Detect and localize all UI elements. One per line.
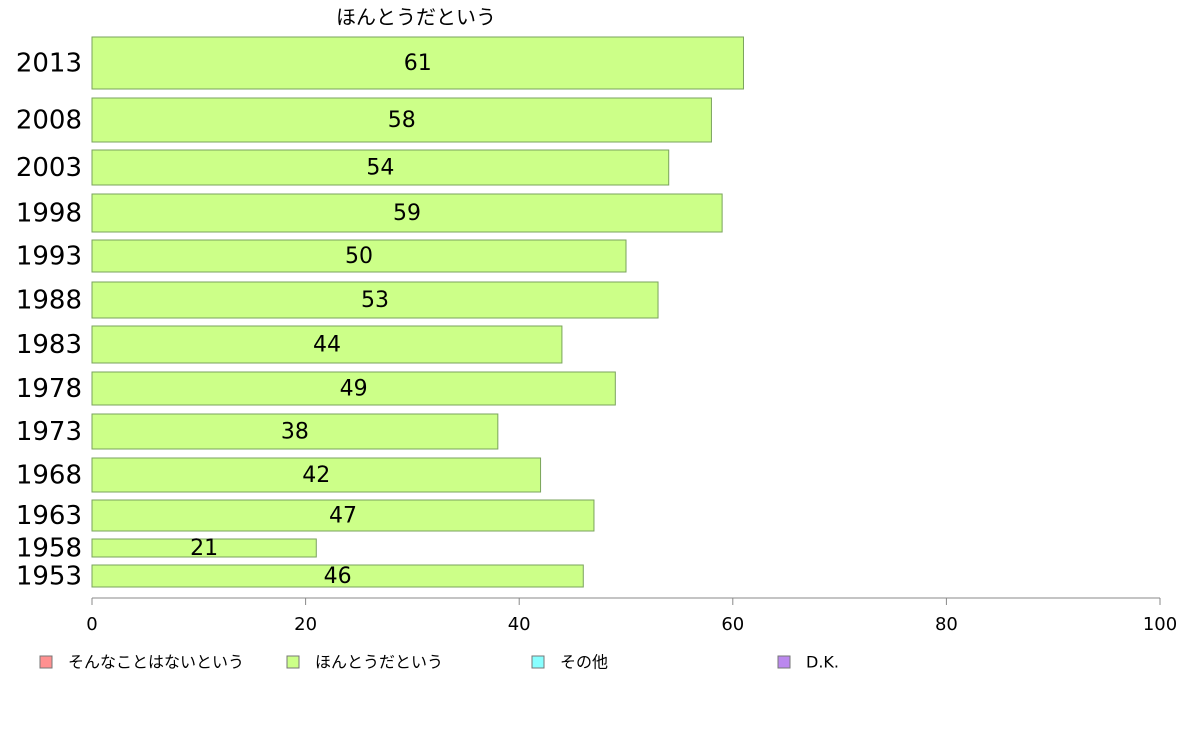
data-label: 38 <box>281 420 309 445</box>
x-tick-label: 0 <box>86 614 97 635</box>
x-tick-label: 20 <box>294 614 317 635</box>
bar <box>91 499 595 532</box>
category-label: 1973 <box>16 417 82 447</box>
category-label: 1998 <box>16 199 82 229</box>
bar <box>91 36 744 90</box>
category-label: 1988 <box>16 286 82 316</box>
legend-label: その他 <box>560 653 608 672</box>
legend-swatch <box>39 655 53 669</box>
bar <box>91 413 499 450</box>
data-label: 46 <box>324 564 352 589</box>
legend-swatch <box>777 655 791 669</box>
legend-label: D.K. <box>806 653 839 672</box>
category-label: 2003 <box>16 153 82 183</box>
x-tick-label: 60 <box>721 614 744 635</box>
category-label: 1958 <box>16 534 82 564</box>
bar <box>91 564 584 588</box>
bar <box>91 538 317 558</box>
legend-label: ほんとうだという <box>315 653 443 672</box>
bar <box>91 281 659 319</box>
data-label: 50 <box>345 244 373 269</box>
x-tick-label: 80 <box>935 614 958 635</box>
bar <box>91 149 670 186</box>
legend-swatch <box>531 655 545 669</box>
category-label: 1993 <box>16 242 82 272</box>
category-label: 1978 <box>16 374 82 404</box>
category-label: 2008 <box>16 106 82 136</box>
bar <box>91 457 542 493</box>
bar <box>91 325 563 364</box>
bar <box>91 97 712 143</box>
data-label: 44 <box>313 333 341 358</box>
x-tick-label: 40 <box>508 614 531 635</box>
data-label: 61 <box>404 51 432 76</box>
bar <box>91 239 627 273</box>
data-label: 58 <box>388 108 416 133</box>
category-label: 1968 <box>16 461 82 491</box>
data-label: 42 <box>302 463 330 488</box>
data-label: 53 <box>361 288 389 313</box>
data-label: 49 <box>340 377 368 402</box>
x-tick-label: 100 <box>1143 614 1177 635</box>
x-axis: 0 20 40 60 80 100 <box>86 597 1177 635</box>
category-label: 1983 <box>16 330 82 360</box>
bar <box>91 193 723 233</box>
category-label: 1953 <box>16 562 82 592</box>
data-label: 59 <box>393 201 421 226</box>
legend: そんなことはないという ほんとうだという その他 D.K. <box>39 653 839 672</box>
data-label: 47 <box>329 504 357 529</box>
category-label: 2013 <box>16 49 82 79</box>
legend-swatch <box>286 655 300 669</box>
data-label: 21 <box>190 536 218 561</box>
category-label: 1963 <box>16 501 82 531</box>
data-label: 54 <box>366 156 394 181</box>
chart-title: ほんとうだという <box>336 5 496 29</box>
bars-layer: 2013 61 2008 58 2003 54 1998 59 1993 50 1988 53 1983… <box>16 36 744 592</box>
bar <box>91 371 616 406</box>
legend-label: そんなことはないという <box>68 653 244 672</box>
